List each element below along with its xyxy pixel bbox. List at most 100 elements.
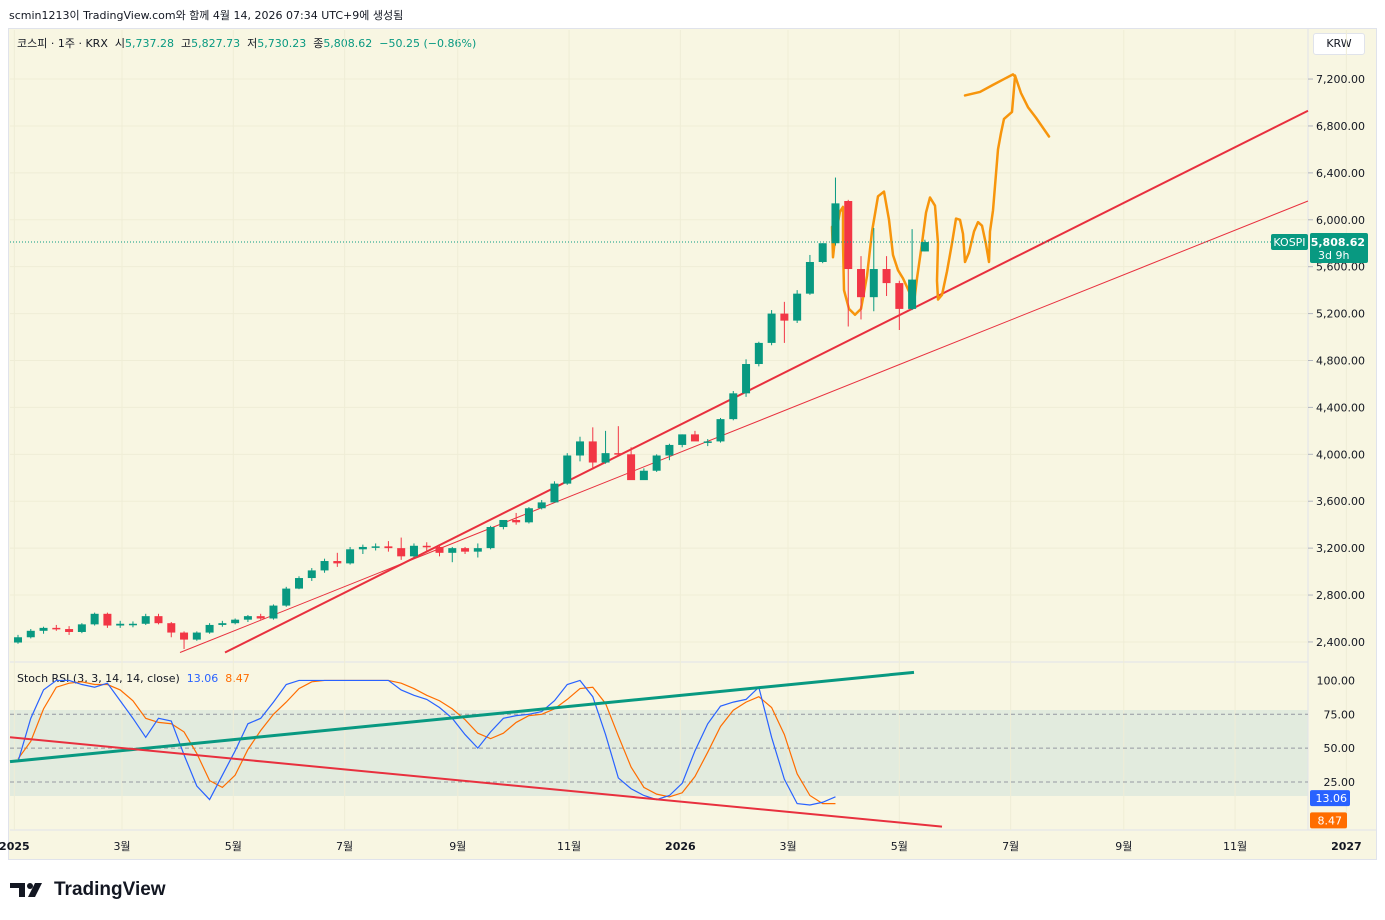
open-value: 5,737.28	[124, 37, 174, 50]
candle-body	[295, 578, 304, 589]
candle-body	[729, 393, 738, 420]
candle-body	[524, 508, 533, 523]
stoch-k-value: 13.06	[186, 672, 219, 685]
price-axis-label: 7,200.00	[1316, 73, 1365, 86]
time-axis-label: 9월	[1115, 840, 1132, 853]
candle-body	[320, 561, 329, 571]
stoch-k-tag-value: 13.06	[1316, 792, 1348, 805]
candle-body	[167, 623, 176, 633]
candle-body	[448, 548, 457, 553]
candle-body	[52, 627, 61, 630]
candle-body	[818, 243, 827, 262]
price-axis-label: 2,800.00	[1316, 589, 1365, 602]
candle-body	[576, 441, 585, 456]
stoch-d-value: 8.47	[225, 672, 250, 685]
candle-body	[65, 629, 74, 632]
price-axis-label: 6,000.00	[1316, 214, 1365, 227]
candle-body	[409, 545, 418, 557]
time-axis-label: 11월	[1223, 840, 1247, 853]
price-axis-label: 6,800.00	[1316, 120, 1365, 133]
candle-body	[665, 444, 674, 456]
close-value: 5,808.62	[323, 37, 373, 50]
currency-button[interactable]: KRW	[1313, 33, 1365, 55]
red-trendline-thin	[179, 200, 1309, 653]
candle-body	[307, 570, 316, 579]
candle-body	[435, 546, 444, 553]
candle-body	[231, 619, 240, 624]
price-axis-label: 5,600.00	[1316, 261, 1365, 274]
price-axis-label: 6,400.00	[1316, 167, 1365, 180]
chart-credit: scmin1213이 TradingView.com와 함께 4월 14, 20…	[9, 9, 404, 22]
orange-projection-tail	[1013, 74, 1051, 138]
candle-body	[26, 630, 35, 638]
candle-body	[141, 616, 150, 624]
stoch-rsi-title: Stoch RSI (3, 3, 14, 14, close)	[17, 672, 180, 685]
stoch-axis-label: 75.00	[1324, 708, 1356, 721]
candle-body	[192, 632, 201, 640]
candle-body	[333, 561, 342, 564]
low-label: 저	[247, 37, 258, 50]
candle-body	[461, 548, 470, 552]
candle-body	[563, 455, 572, 484]
candle-body	[793, 293, 802, 321]
candle-body	[550, 483, 559, 503]
red-stoch-trendline	[9, 736, 943, 828]
candle-body	[473, 548, 482, 552]
orange-projection-drawing	[830, 73, 1017, 317]
candle-body	[767, 313, 776, 343]
time-axis-label: 7월	[336, 840, 353, 853]
candle-body	[116, 623, 125, 626]
time-axis-label: 2026	[665, 840, 696, 853]
candle-body	[218, 623, 227, 625]
tradingview-logo: TradingView	[10, 879, 166, 901]
candle-body	[920, 242, 929, 252]
low-value: 5,730.23	[257, 37, 307, 50]
stoch-d-tag-bg	[1310, 812, 1347, 829]
time-axis-label: 2027	[1331, 840, 1362, 853]
red-trendline	[224, 109, 1309, 654]
candle-body	[895, 283, 904, 309]
time-axis-label: 7월	[1002, 840, 1019, 853]
candle-body	[652, 455, 661, 471]
candle-body	[90, 613, 99, 625]
candle-body	[384, 546, 393, 549]
price-axis-label: 4,000.00	[1316, 448, 1365, 461]
candle-body	[742, 364, 751, 394]
candle-body	[512, 519, 521, 523]
price-axis-label: 2,400.00	[1316, 636, 1365, 649]
candle-body	[397, 548, 406, 557]
price-axis-label: 4,400.00	[1316, 401, 1365, 414]
candle-body	[601, 453, 610, 463]
candle-body	[128, 623, 137, 626]
stoch-axis-label: 25.00	[1324, 776, 1356, 789]
stoch-band	[10, 710, 1308, 796]
symbol-tag-text: KOSPI	[1273, 236, 1305, 249]
price-axis-label: 3,600.00	[1316, 495, 1365, 508]
price-tag-countdown: 3d 9h	[1318, 249, 1349, 262]
stoch-axis-label: 100.00	[1317, 674, 1356, 687]
price-tag-value: 5,808.62	[1311, 236, 1365, 249]
time-axis-label: 9월	[449, 840, 466, 853]
candle-body	[358, 546, 367, 550]
symbol-name: 코스피 · 1주 · KRX	[17, 37, 108, 50]
candle-body	[77, 624, 86, 632]
stoch-d-tag-value: 8.47	[1318, 814, 1343, 827]
candle-body	[869, 269, 878, 298]
symbol-tag-bg	[1271, 234, 1308, 251]
candle-body	[371, 546, 380, 548]
change-value: −50.25 (−0.86%)	[379, 37, 477, 50]
stoch-axis-label: 50.00	[1324, 742, 1356, 755]
time-axis-label: 11월	[557, 840, 581, 853]
candle-body	[282, 588, 291, 606]
candle-body	[614, 453, 623, 455]
candle-body	[588, 441, 597, 463]
candle-body	[844, 201, 853, 270]
price-axis-label: 5,200.00	[1316, 308, 1365, 321]
candle-body	[39, 627, 48, 631]
symbol-legend: 코스피 · 1주 · KRX 시5,737.28 고5,827.73 저5,73…	[17, 35, 476, 51]
candle-body	[627, 454, 636, 481]
candle-body	[703, 441, 712, 443]
close-label: 종	[313, 37, 324, 50]
tradingview-logo-text: TradingView	[54, 879, 166, 900]
